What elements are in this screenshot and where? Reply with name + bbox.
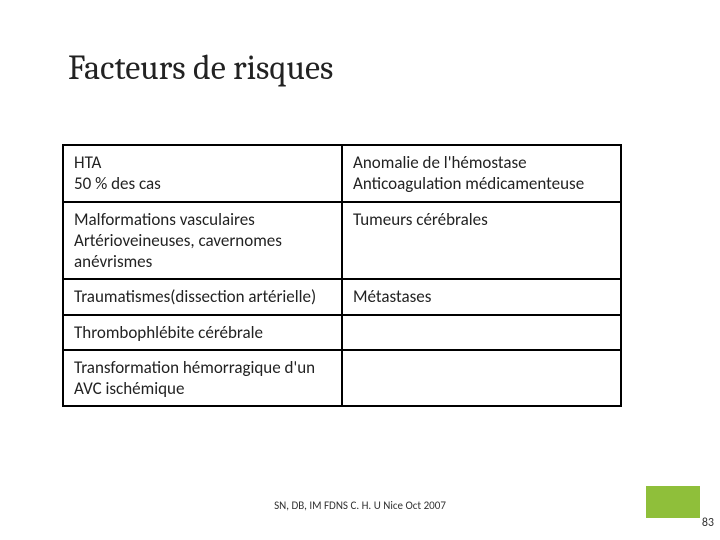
table-row: Traumatismes(dissection artérielle) Méta… xyxy=(63,279,621,314)
cell-left: HTA50 % des cas xyxy=(63,145,342,202)
footer-text: SN, DB, IM FDNS C. H. U Nice Oct 2007 xyxy=(0,499,720,512)
page-number: 83 xyxy=(702,516,714,530)
cell-right: Tumeurs cérébrales xyxy=(342,202,621,280)
cell-left: Traumatismes(dissection artérielle) xyxy=(63,279,342,314)
table-row: Thrombophlébite cérébrale xyxy=(63,315,621,350)
cell-right: Métastases xyxy=(342,279,621,314)
slide-title: Facteurs de risques xyxy=(68,48,333,88)
table-row: HTA50 % des cas Anomalie de l'hémostaseA… xyxy=(63,145,621,202)
cell-right: Anomalie de l'hémostaseAnticoagulation m… xyxy=(342,145,621,202)
table-body: HTA50 % des cas Anomalie de l'hémostaseA… xyxy=(63,145,621,406)
table-row: Malformations vasculairesArtérioveineuse… xyxy=(63,202,621,280)
cell-right xyxy=(342,315,621,350)
slide: Facteurs de risques HTA50 % des cas Anom… xyxy=(0,0,720,540)
cell-left: Malformations vasculairesArtérioveineuse… xyxy=(63,202,342,280)
risk-factors-table: HTA50 % des cas Anomalie de l'hémostaseA… xyxy=(62,144,622,407)
cell-left: Transformation hémorragique d'un AVC isc… xyxy=(63,350,342,407)
cell-left: Thrombophlébite cérébrale xyxy=(63,315,342,350)
cell-right xyxy=(342,350,621,407)
table-row: Transformation hémorragique d'un AVC isc… xyxy=(63,350,621,407)
